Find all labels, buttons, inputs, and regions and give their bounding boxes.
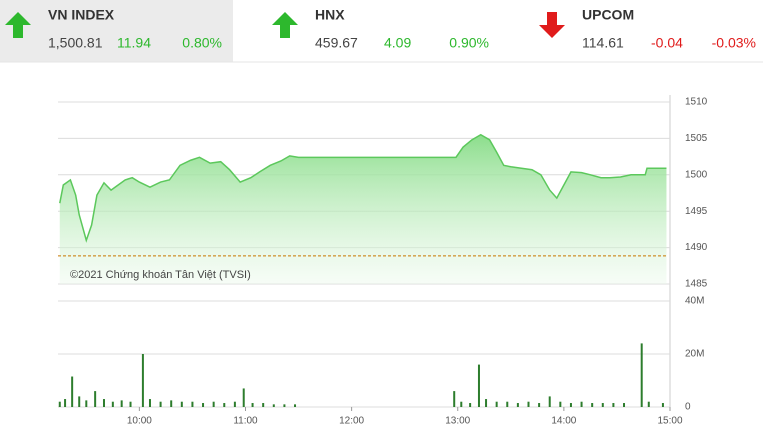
y-tick-label: 1485: [685, 279, 708, 290]
price-area: [59, 134, 667, 284]
y-tick-label: 1510: [685, 97, 708, 108]
volume-bar: [111, 401, 114, 407]
index-highlight: [0, 0, 233, 62]
volume-bar: [640, 343, 643, 407]
volume-bar: [294, 404, 297, 407]
arrow-up: [5, 12, 31, 38]
volume-bar: [223, 403, 226, 407]
x-tick-label: 10:00: [127, 416, 152, 427]
index-change: 4.09: [384, 35, 411, 51]
volume-bar: [516, 403, 519, 407]
volume-bar: [262, 403, 265, 407]
x-tick-label: 12:00: [339, 416, 364, 427]
volume-bar: [212, 401, 215, 407]
volume-bar: [569, 403, 572, 407]
index-name: HNX: [315, 7, 345, 23]
volume-bar: [159, 401, 162, 407]
arrow-up: [272, 12, 298, 38]
y-tick-label: 40M: [685, 296, 704, 307]
volume-bar: [233, 401, 236, 407]
volume-bar: [580, 401, 583, 407]
volume-bar: [242, 388, 245, 407]
volume-bar: [129, 401, 132, 407]
volume-bar: [495, 401, 498, 407]
volume-bar: [71, 376, 74, 407]
volume-bar: [538, 403, 541, 407]
volume-bar: [453, 391, 456, 407]
volume-bar: [469, 403, 472, 407]
volume-bar: [591, 403, 594, 407]
y-tick-label: 20M: [685, 349, 704, 360]
volume-bar: [460, 401, 463, 407]
y-tick-label: 1505: [685, 133, 708, 144]
volume-bar: [477, 364, 480, 407]
volume-bar: [612, 403, 615, 407]
copyright: ©2021 Chứng khoán Tân Việt (TVSI): [70, 269, 251, 281]
index-value: 459.67: [315, 35, 358, 51]
x-tick-label: 14:00: [551, 416, 576, 427]
volume-bar: [202, 403, 205, 407]
volume-bar: [64, 399, 67, 407]
volume-bar: [647, 401, 650, 407]
index-name: VN INDEX: [48, 7, 115, 23]
volume-bar: [661, 403, 664, 407]
index-percent: 0.80%: [182, 35, 222, 51]
volume-bar: [548, 396, 551, 407]
volume-bar: [485, 399, 488, 407]
volume-bar: [170, 400, 173, 407]
price-line: [59, 133, 667, 243]
y-tick-label: 1500: [685, 169, 708, 180]
volume-bar: [601, 403, 604, 407]
volume-bar: [102, 399, 105, 407]
volume-bar: [506, 401, 509, 407]
y-tick-label: 0: [685, 402, 691, 413]
index-percent: 0.90%: [449, 35, 489, 51]
index-change: -0.04: [651, 35, 683, 51]
volume-bar: [94, 391, 97, 407]
volume-bar: [180, 401, 183, 407]
volume-bar: [623, 403, 626, 407]
volume-bar: [191, 401, 194, 407]
arrow-down: [539, 12, 565, 38]
volume-bar: [272, 404, 275, 407]
volume-bar: [78, 396, 81, 407]
volume-bar: [283, 404, 286, 407]
volume-bar: [58, 401, 61, 407]
volume-bar: [148, 399, 151, 407]
volume-bar: [559, 401, 562, 407]
x-tick-label: 11:00: [233, 416, 258, 427]
volume-bar: [251, 403, 254, 407]
volume-bar: [141, 354, 144, 407]
index-percent: -0.03%: [712, 35, 756, 51]
volume-bar: [120, 400, 123, 407]
index-value: 1,500.81: [48, 35, 103, 51]
y-tick-label: 1495: [685, 206, 708, 217]
x-tick-label: 13:00: [445, 416, 470, 427]
volume-bar: [527, 401, 530, 407]
index-name: UPCOM: [582, 7, 634, 23]
index-value: 114.61: [582, 35, 624, 51]
volume-bar: [85, 400, 88, 407]
y-tick-label: 1490: [685, 242, 708, 253]
index-change: 11.94: [117, 35, 151, 51]
x-tick-label: 15:00: [657, 416, 682, 427]
